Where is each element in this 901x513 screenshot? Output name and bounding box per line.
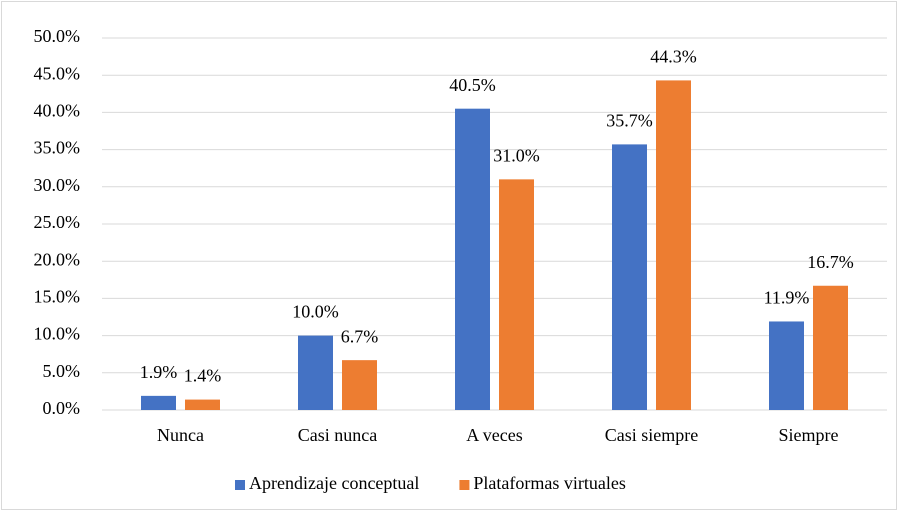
bar	[769, 321, 804, 410]
x-tick-label: Siempre	[779, 425, 839, 445]
x-tick-label: Casi siempre	[605, 425, 698, 445]
legend-swatch	[235, 480, 245, 490]
bar	[298, 335, 333, 410]
data-label: 1.4%	[184, 366, 222, 386]
y-tick-label: 35.0%	[34, 138, 81, 158]
x-tick-label: Casi nunca	[298, 425, 377, 445]
y-tick-label: 40.0%	[34, 101, 81, 121]
bar	[185, 399, 220, 410]
y-tick-label: 15.0%	[34, 287, 81, 307]
data-label: 11.9%	[764, 288, 810, 308]
bar	[455, 108, 490, 411]
legend-label: Aprendizaje conceptual	[249, 473, 419, 493]
legend-swatch	[459, 480, 470, 490]
data-label: 44.3%	[650, 47, 697, 67]
legend-label: Plataformas virtuales	[473, 473, 625, 493]
y-tick-label: 30.0%	[34, 175, 81, 195]
data-label: 6.7%	[341, 326, 379, 346]
data-label: 31.0%	[493, 145, 540, 165]
y-tick-label: 10.0%	[34, 324, 81, 344]
bar	[499, 179, 534, 410]
data-label: 1.9%	[140, 362, 178, 382]
data-label: 40.5%	[449, 75, 496, 95]
bar	[813, 285, 848, 410]
bar	[342, 360, 377, 410]
y-tick-label: 45.0%	[34, 63, 81, 83]
data-label: 10.0%	[292, 302, 339, 322]
y-tick-label: 0.0%	[43, 398, 81, 418]
bar	[141, 395, 176, 410]
y-tick-label: 25.0%	[34, 212, 81, 232]
y-tick-label: 5.0%	[43, 361, 81, 381]
y-tick-label: 20.0%	[34, 249, 81, 269]
x-tick-label: A veces	[466, 425, 522, 445]
bar	[656, 80, 691, 411]
y-tick-label: 50.0%	[34, 26, 81, 46]
data-label: 35.7%	[606, 111, 653, 131]
bar	[612, 144, 647, 410]
data-label: 16.7%	[807, 252, 854, 272]
x-tick-label: Nunca	[157, 425, 204, 445]
